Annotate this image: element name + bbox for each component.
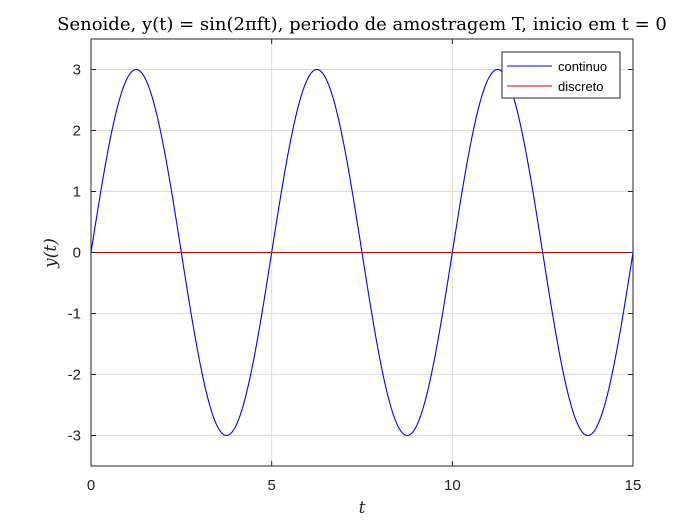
y-tick-label: -1: [68, 306, 81, 323]
y-axis-label: y(t): [41, 238, 61, 269]
x-tick-label: 0: [87, 477, 95, 494]
y-ticks: -3 -2 -1 0 1 2 3: [68, 62, 633, 445]
y-tick-label: 3: [73, 62, 81, 79]
x-tick-label: 10: [444, 477, 461, 494]
y-tick-label: 2: [73, 123, 81, 140]
x-axis-label: t: [359, 498, 366, 518]
y-tick-label: -3: [68, 428, 81, 445]
legend-label-continuo: continuo: [558, 59, 607, 74]
series-lines: [90, 68, 634, 437]
legend-box: [501, 51, 621, 99]
x-tick-label: 15: [625, 477, 642, 494]
legend: continuo discreto: [501, 51, 621, 99]
grid: [90, 39, 634, 466]
chart-title: Senoide, y(t) = sin(2πft), periodo de am…: [57, 14, 667, 35]
x-tick-label: 5: [267, 477, 275, 494]
legend-label-discreto: discreto: [558, 79, 604, 94]
y-tick-label: 0: [73, 245, 81, 262]
y-tick-label: -2: [68, 367, 81, 384]
x-ticks: 0 5 10 15: [87, 39, 642, 494]
y-tick-label: 1: [73, 184, 81, 201]
